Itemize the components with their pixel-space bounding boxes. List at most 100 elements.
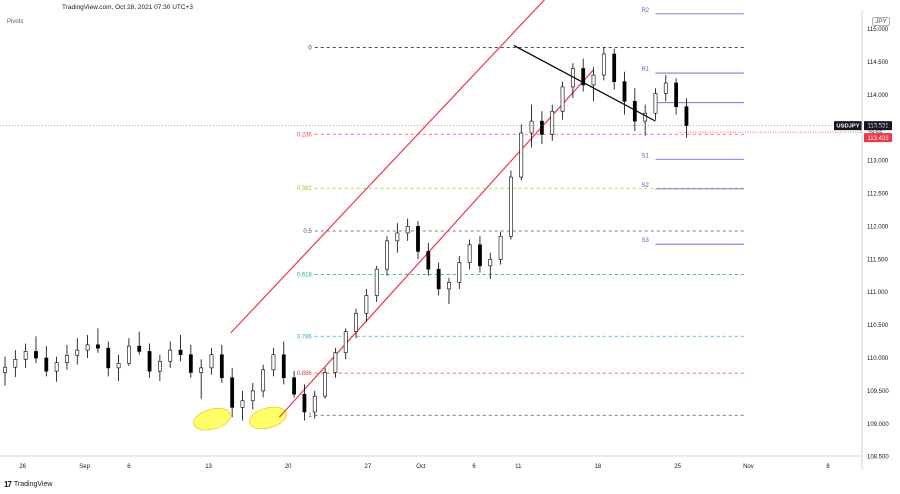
candle-body-22 — [230, 377, 235, 408]
pivot-levels: R2 R1 S1 S2 S3 — [641, 8, 744, 245]
candle-body-66 — [684, 106, 689, 127]
candle-body-56 — [581, 68, 586, 86]
pivot-label-1: R1 — [641, 67, 649, 73]
candle-body-64 — [663, 82, 668, 94]
candle-body-16 — [168, 349, 173, 362]
candle-body-40 — [416, 226, 420, 252]
candle-body-7 — [75, 349, 80, 356]
pivot-label-5: S3 — [641, 238, 649, 244]
candle-body-8 — [85, 344, 90, 351]
symbol-box[interactable]: JPY — [872, 17, 890, 26]
candle-body-26 — [271, 354, 276, 371]
x-tick-label-1: Sep — [79, 464, 90, 470]
candle-body-31 — [323, 372, 327, 397]
symbol-tag-bg — [834, 121, 862, 131]
candle-body-9 — [96, 344, 100, 349]
candle-body-28 — [292, 377, 297, 395]
tradingview-logo-icon: 17 — [4, 480, 12, 489]
y-tick-label-0: 115.000 — [867, 27, 889, 33]
y-tick-label-4: 113.000 — [867, 159, 889, 165]
candle-body-13 — [137, 345, 142, 352]
current-price-tag-bg — [864, 121, 892, 131]
fib-label-4: 0.618 — [297, 272, 313, 278]
trendline — [513, 44, 656, 122]
y-tick-label-13: 108.500 — [867, 455, 889, 461]
candle-body-14 — [147, 351, 152, 372]
candle-body-37 — [385, 240, 389, 270]
candle-body-12 — [127, 345, 131, 364]
candle-body-0 — [3, 366, 7, 373]
candle-body-4 — [44, 357, 49, 372]
fib-label-1: 0.236 — [297, 132, 313, 138]
candle-body-54 — [560, 86, 565, 112]
descending-trendline — [513, 44, 656, 122]
candle-body-5 — [54, 362, 59, 372]
candle-body-24 — [250, 390, 255, 402]
highlight-ellipse-0 — [193, 408, 231, 431]
candle-body-27 — [281, 354, 286, 379]
x-tick-label-12: 8 — [826, 464, 830, 470]
x-tick-label-9: 18 — [595, 464, 602, 470]
highlight-ellipses — [193, 406, 287, 431]
brand-name: TradingView — [13, 481, 53, 488]
highlight-ellipse-1 — [249, 406, 287, 430]
indicator-label: Pivots — [7, 19, 24, 25]
x-tick-label-2: 6 — [127, 464, 131, 470]
fib-label-3: 0.5 — [303, 229, 312, 235]
fib-label-2: 0.382 — [297, 186, 313, 192]
red-price-tag: 113.433 — [867, 136, 889, 142]
y-tick-label-5: 112.500 — [867, 192, 889, 198]
y-tick-label-6: 112.000 — [867, 224, 889, 230]
candle-body-10 — [106, 347, 111, 369]
candle-body-47 — [488, 258, 493, 267]
candle-body-11 — [116, 362, 121, 369]
candle-body-33 — [343, 331, 348, 354]
x-tick-label-4: 20 — [285, 464, 292, 470]
channel-upper-line — [230, 0, 546, 334]
y-tick-label-8: 111.000 — [867, 290, 888, 296]
candle-body-58 — [601, 53, 606, 76]
x-tick-label-8: 11 — [515, 464, 522, 470]
candle-body-60 — [622, 81, 627, 102]
y-tick-label-7: 111.500 — [867, 257, 888, 263]
chart-header: TradingView.com, Oct 28, 2021 07:30 UTC+… — [62, 4, 193, 11]
candle-body-19 — [199, 367, 204, 373]
candle-body-15 — [157, 360, 162, 372]
candle-body-44 — [457, 262, 462, 283]
candle-body-48 — [498, 235, 503, 260]
pivot-label-3: S1 — [641, 153, 649, 159]
candle-body-20 — [209, 354, 214, 369]
y-tick-label-9: 110.500 — [867, 323, 889, 329]
candle-body-34 — [354, 312, 358, 332]
candle-body-30 — [312, 395, 317, 413]
candle-body-2 — [23, 351, 28, 360]
candle-body-62 — [643, 112, 648, 122]
current-price-tag: 113.531 — [867, 124, 889, 130]
footer-brand: 17 TradingView — [4, 480, 52, 489]
fibonacci-retracement: 0 0.236 0.382 0.5 0.618 0.786 0.886 1 — [297, 45, 744, 419]
candles — [3, 47, 689, 421]
candle-body-35 — [364, 295, 369, 314]
y-tick-label-1: 114.500 — [867, 60, 889, 66]
x-tick-label-7: 6 — [472, 464, 476, 470]
y-tick-label-12: 109.000 — [867, 422, 889, 428]
candle-body-50 — [519, 132, 524, 178]
candle-body-41 — [426, 251, 431, 270]
x-tick-label-11: Nov — [743, 464, 754, 470]
y-tick-label-3: 113.500 — [867, 126, 889, 132]
candle-body-1 — [13, 359, 18, 368]
candle-body-29 — [302, 393, 307, 413]
x-tick-label-0: 26 — [19, 464, 26, 470]
candle-body-51 — [529, 120, 534, 134]
fib-label-6: 0.886 — [297, 371, 313, 377]
candle-body-46 — [478, 244, 482, 267]
candle-body-42 — [436, 268, 441, 290]
y-tick-label-10: 110.000 — [867, 356, 889, 362]
candle-body-32 — [333, 352, 338, 373]
red-price-tag-bg — [864, 133, 892, 143]
fib-label-0: 0 — [308, 45, 312, 51]
candle-body-45 — [467, 244, 472, 263]
pivot-label-4: S2 — [641, 183, 649, 189]
